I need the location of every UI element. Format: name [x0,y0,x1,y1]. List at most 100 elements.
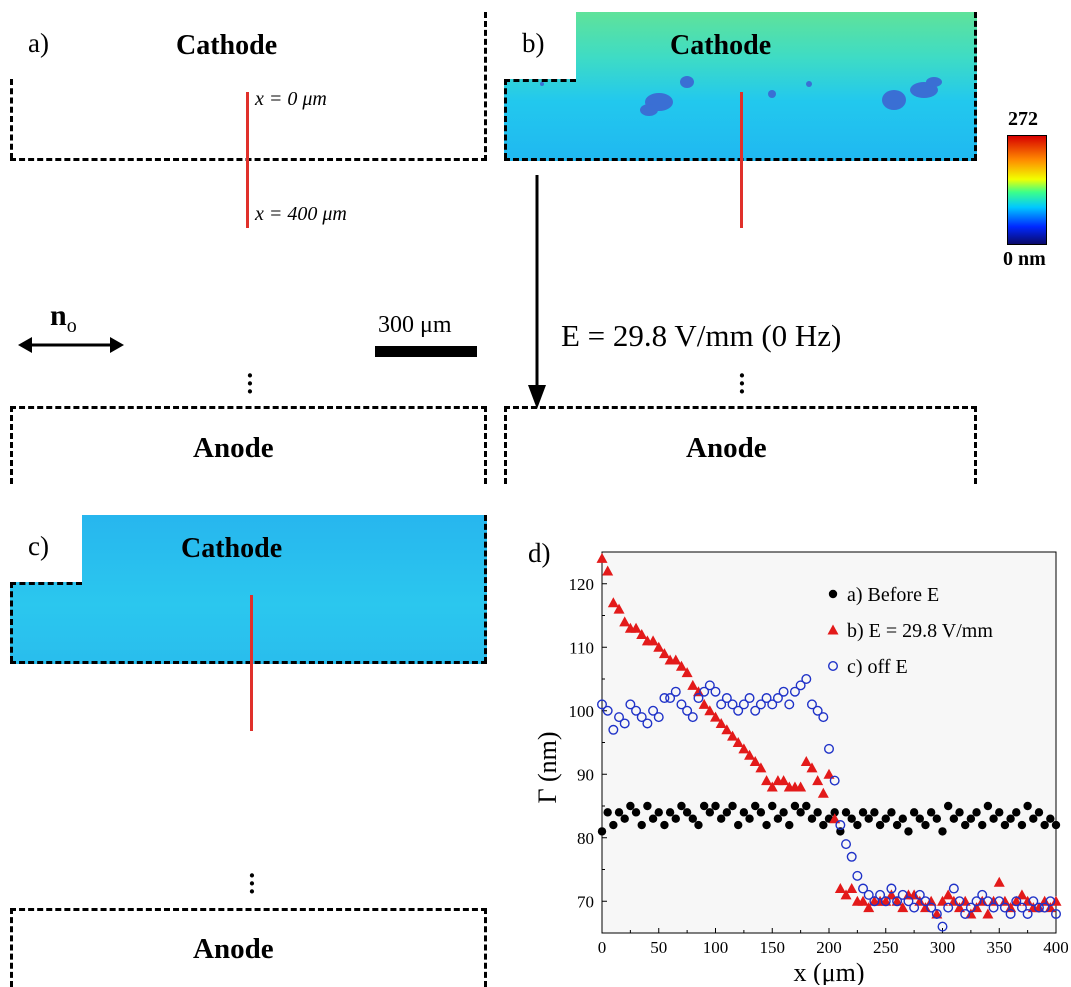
data-point [1051,820,1061,830]
data-point [983,801,993,811]
data-point [960,908,971,919]
data-point [802,801,811,811]
data-point [773,814,783,823]
data-point [778,686,789,697]
data-point [607,597,619,608]
data-point [648,814,658,823]
data-point [943,902,954,913]
x-tick-label: 0 [598,938,607,957]
data-point [857,895,869,906]
panel-a-label-box [10,12,80,79]
data-point [881,814,890,823]
gamma-profile-chart: 0 50 100 150 200 250 300 350 400 70 80 90 100 110 120 x… [533,551,1068,985]
data-point [1044,902,1056,913]
x-tick-label: 100 [703,938,729,957]
data-point [908,889,920,900]
data-point [972,808,981,817]
data-point [892,820,902,830]
panel-a-scalebar [375,346,477,357]
data-point [885,889,897,900]
data-point [613,603,625,614]
director-sub: o [66,315,77,337]
data-point [1011,896,1022,907]
data-point [749,756,761,767]
data-point [643,801,652,811]
data-point [733,705,744,716]
panel-b-anode-label: Anode [686,432,767,464]
data-point [864,814,873,823]
data-point [914,889,925,900]
data-point [694,820,703,830]
data-point [744,693,755,704]
colorbar-max-label: 272 [1008,108,1038,130]
data-point [619,718,630,729]
panel-a-letter: a) [28,28,49,58]
data-point [863,889,874,900]
data-point [858,883,869,894]
panel-a-cathode-left-edge [10,79,13,159]
data-point [620,814,629,823]
data-point [1051,908,1062,919]
data-point [738,699,749,710]
data-point [1016,889,1028,900]
data-point [761,693,772,704]
panel-c-anode-box [10,908,487,987]
data-point [626,801,635,811]
data-point [948,895,960,906]
panel-a-cathode-box [10,12,487,161]
data-point [999,902,1010,913]
data-point [660,820,669,830]
panel-b-profile-line [740,92,743,228]
data-point [789,686,800,697]
data-point [926,808,936,817]
data-point [755,762,767,773]
data-point [687,679,699,690]
panel-c-ellipsis: · · · [247,861,257,906]
data-point [840,889,852,900]
data-point [846,851,857,862]
data-point [931,908,942,919]
director-n: n [50,299,67,332]
data-point [937,921,948,932]
x-tick-label: 300 [930,938,956,957]
data-point [790,801,800,811]
data-point [785,820,794,830]
panel-b-domains [540,76,942,116]
panel-b-ellipsis: · · · [737,361,747,406]
data-point [658,648,670,659]
panel-b-cathode-left-edge [504,79,507,159]
data-point [955,808,964,817]
data-point [925,895,937,906]
data-point [698,698,710,709]
data-point [654,808,663,817]
data-point [829,775,840,786]
data-point [852,870,863,881]
data-point [801,673,812,684]
data-point [766,781,778,792]
data-point [978,820,987,830]
data-point [596,552,608,563]
data-point [637,820,646,830]
data-point [778,775,790,786]
data-point [891,895,903,906]
data-point [909,902,920,913]
data-point [1045,896,1056,907]
data-point [665,808,675,817]
plot-area [601,551,1057,934]
panel-a-anode-box [10,406,487,484]
legend-label: b) E = 29.8 V/mm [847,620,993,642]
data-point [800,756,812,767]
data-point [993,876,1005,887]
data-point [1010,895,1022,906]
data-point [1033,902,1045,913]
data-point [1029,814,1038,823]
panel-c-cathode-left-edge [10,582,13,662]
panel-c-cathode-label: Cathode [181,533,283,564]
data-point [1023,801,1032,811]
data-point [636,629,648,640]
data-point [999,895,1011,906]
data-point [1039,895,1051,906]
data-point [756,808,766,817]
panel-c-cathode-boundary [10,661,487,664]
data-point [880,896,891,907]
